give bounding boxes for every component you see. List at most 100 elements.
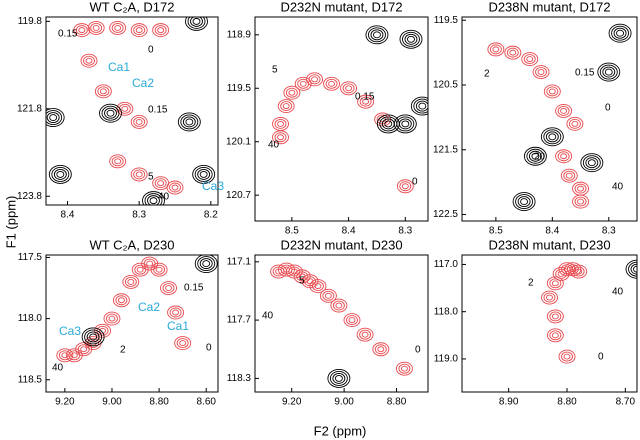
- peak: [99, 103, 122, 123]
- spectrum: [541, 259, 637, 364]
- peak: [487, 42, 505, 57]
- annotation: 40: [158, 192, 170, 203]
- peak: [541, 290, 558, 305]
- peak: [166, 180, 184, 195]
- annotation: Ca2: [132, 76, 154, 90]
- x-tick-label: 8.60: [196, 397, 216, 408]
- peak: [194, 255, 218, 274]
- x-tick-label: 8.80: [387, 397, 407, 408]
- x-tick-label: 8.90: [499, 397, 519, 408]
- peak: [572, 194, 589, 209]
- x-tick-label: 8.5: [489, 226, 503, 237]
- annotation: 40: [262, 311, 274, 322]
- annotation: 40: [52, 363, 64, 374]
- annotation: 5: [148, 172, 154, 183]
- plot-frame: [45, 254, 219, 393]
- peak: [356, 327, 374, 342]
- panel-title: D232N mutant, D230: [280, 237, 402, 252]
- peak: [532, 65, 550, 79]
- peak: [46, 108, 65, 128]
- x-tick-label: 8.70: [616, 397, 636, 408]
- annotation: Ca3: [59, 324, 81, 338]
- peak: [372, 342, 390, 357]
- x-tick-label: 8.2: [204, 210, 218, 221]
- y-tick-label: 120.7: [226, 190, 251, 201]
- y-tick-label: 121.8: [17, 103, 42, 114]
- peak: [73, 23, 91, 38]
- peak: [167, 305, 185, 320]
- annotation: 2: [528, 278, 534, 289]
- peak: [270, 264, 288, 279]
- y-axis-label: F1 (ppm): [3, 196, 18, 249]
- peak: [109, 154, 127, 169]
- y-tick-label: 118.5: [18, 374, 43, 385]
- x-axis-label: F2 (ppm): [314, 423, 367, 438]
- x-tick-label: 8.3: [132, 210, 146, 221]
- peak: [327, 368, 351, 388]
- plot-frame: [254, 16, 429, 222]
- peak: [185, 17, 208, 31]
- y-tick-label: 118.0: [434, 306, 459, 317]
- peak: [572, 181, 589, 196]
- peak: [399, 29, 423, 49]
- panel-title: D238N mutant, D230: [488, 237, 610, 252]
- x-tick-label: 8.4: [61, 210, 75, 221]
- peak: [512, 192, 536, 212]
- peak: [410, 96, 428, 116]
- y-tick-label: 119.5: [434, 15, 459, 26]
- y-tick-label: 123.8: [17, 191, 42, 202]
- x-tick-label: 8.4: [545, 226, 559, 237]
- panel-title: D232N mutant, D172: [280, 0, 402, 14]
- annotation: Ca2: [138, 300, 160, 314]
- peak: [323, 76, 341, 91]
- peak: [272, 116, 289, 131]
- annotation: 40: [612, 182, 624, 193]
- peak: [540, 127, 564, 147]
- x-tick-label: 8.3: [602, 226, 616, 237]
- x-tick-label: 8.4: [342, 226, 356, 237]
- peak: [504, 45, 522, 60]
- y-tick-label: 117.0: [434, 259, 459, 270]
- peak: [294, 76, 312, 91]
- annotation: 0: [605, 103, 611, 114]
- y-tick-label: 118.9: [227, 29, 252, 40]
- peak: [152, 23, 170, 38]
- peak: [94, 323, 111, 338]
- peak: [272, 130, 289, 145]
- spectrum: [56, 255, 218, 363]
- peak: [546, 309, 564, 324]
- panel-title: WT C₂A, D230: [90, 237, 175, 252]
- peak: [558, 349, 576, 364]
- annotation: 0.15: [148, 105, 168, 116]
- annotation: Ca1: [108, 60, 130, 74]
- peak: [343, 313, 361, 328]
- annotation: 0.15: [58, 29, 78, 40]
- peak: [580, 153, 604, 173]
- y-tick-label: 117.7: [227, 315, 252, 326]
- x-tick-label: 9.00: [102, 397, 122, 408]
- plot-frame: [461, 16, 638, 222]
- peak: [555, 149, 573, 164]
- peak: [560, 168, 578, 183]
- annotation: 5: [299, 276, 305, 287]
- y-tick-label: 120.1: [226, 136, 251, 147]
- annotation: Ca3: [202, 179, 224, 193]
- peak: [521, 52, 539, 67]
- y-tick-label: 119.0: [434, 354, 459, 365]
- peak: [152, 176, 170, 191]
- x-tick-label: 8.80: [149, 397, 169, 408]
- peak: [142, 191, 165, 205]
- peak: [112, 293, 130, 308]
- peak: [130, 167, 148, 182]
- y-tick-label: 117.5: [18, 252, 43, 263]
- annotation: 5: [272, 65, 278, 76]
- peak: [65, 348, 83, 363]
- peak: [523, 146, 547, 166]
- annotation: 0: [415, 345, 421, 356]
- plot-frame: [45, 16, 219, 206]
- annotation: 0.15: [575, 68, 595, 79]
- plot-frame: [254, 254, 429, 393]
- peak: [56, 348, 74, 363]
- peak: [80, 53, 98, 68]
- annotation: 40: [612, 287, 624, 298]
